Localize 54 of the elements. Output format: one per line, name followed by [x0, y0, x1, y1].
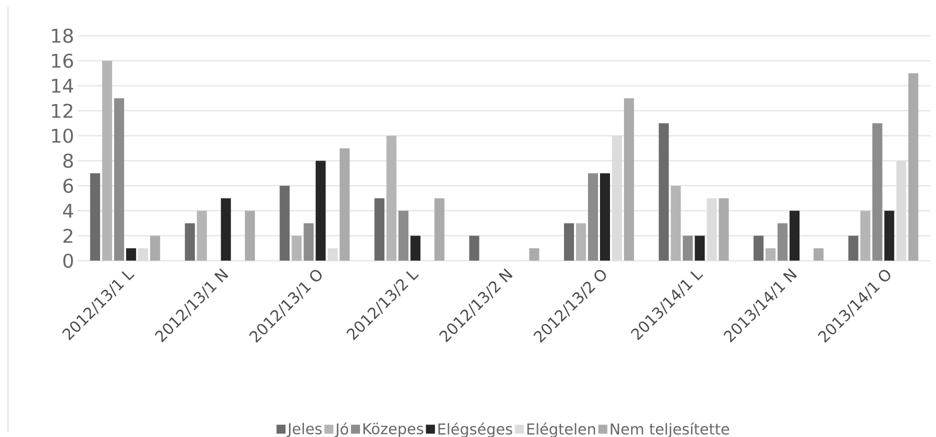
bar: [90, 173, 100, 261]
bar: [564, 223, 574, 261]
bar: [386, 136, 396, 261]
y-tick-label: 6: [63, 178, 73, 193]
bar: [469, 236, 480, 261]
y-tick-label: 8: [63, 154, 73, 168]
bar: [588, 173, 598, 261]
bar: [778, 223, 788, 261]
y-tick-label: 4: [63, 204, 74, 218]
bar: [682, 236, 693, 261]
bar: [670, 186, 681, 261]
bar: [196, 210, 207, 261]
bar: [398, 210, 408, 261]
bar: [304, 223, 314, 261]
y-tick-label: 16: [52, 54, 73, 68]
bar: [600, 173, 610, 261]
bar: [624, 98, 634, 261]
bar: [884, 210, 894, 261]
legend-label: Jó: [334, 422, 348, 437]
bar: [126, 248, 136, 261]
bar: [658, 123, 669, 261]
bar: [410, 236, 420, 261]
bar: [184, 223, 195, 261]
bar: [908, 73, 918, 261]
bar: [576, 223, 586, 261]
bar: [374, 198, 384, 261]
bar: [220, 198, 231, 261]
bar: [848, 236, 858, 261]
legend-label: Jeles: [286, 422, 322, 437]
bar: [754, 236, 764, 261]
y-tick-label: 14: [52, 78, 74, 93]
bar: [150, 236, 160, 261]
bar: [718, 198, 729, 261]
bar: [814, 248, 824, 261]
y-tick-label: 18: [52, 28, 73, 43]
bar: [114, 98, 124, 261]
legend-label: Közepes: [363, 422, 424, 437]
bar: [872, 123, 882, 261]
y-tick-label: 12: [52, 104, 72, 118]
y-tick-label: 2: [63, 228, 72, 243]
bar: [694, 236, 705, 261]
bar: [790, 210, 800, 261]
bar: [280, 186, 290, 261]
bar: [340, 148, 350, 261]
bar: [316, 160, 326, 261]
bar: [434, 198, 444, 261]
bar: [529, 248, 540, 261]
bar: [102, 60, 112, 261]
bar: [860, 210, 870, 261]
y-tick-label: 10: [52, 128, 73, 143]
bar: [244, 210, 255, 261]
bar: [766, 248, 776, 261]
y-tick-label: 0: [63, 254, 73, 268]
bar: [292, 236, 302, 261]
